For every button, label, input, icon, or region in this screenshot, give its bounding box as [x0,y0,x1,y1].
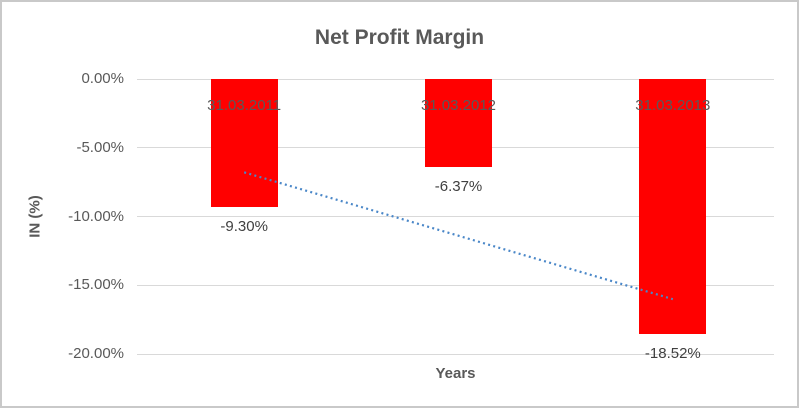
y-tick-label: -10.00% [68,207,124,225]
data-label: -18.52% [644,344,701,362]
y-tick-label: -20.00% [68,345,124,362]
bar-series-31.03.2013 [639,79,707,334]
data-label: -6.37% [434,177,483,195]
gridline [137,284,774,286]
category-label: 31.03.2011 [207,97,282,114]
gridline [137,353,774,355]
y-tick-label: -15.00% [68,276,124,294]
y-tick-label: 0.00% [81,70,124,87]
bar-series-31.03.2012 [425,79,492,167]
y-tick-label: -5.00% [76,138,124,156]
bar-series-31.03.2011 [210,79,278,207]
category-label: 31.03.2012 [420,97,497,114]
chart-title: Net Profit Margin [314,26,485,49]
data-label: -9.30% [220,217,268,235]
gridline [137,216,774,217]
x-axis-title: Years [435,365,476,382]
category-label: 31.03.2013 [635,97,711,114]
trendline [243,171,674,301]
